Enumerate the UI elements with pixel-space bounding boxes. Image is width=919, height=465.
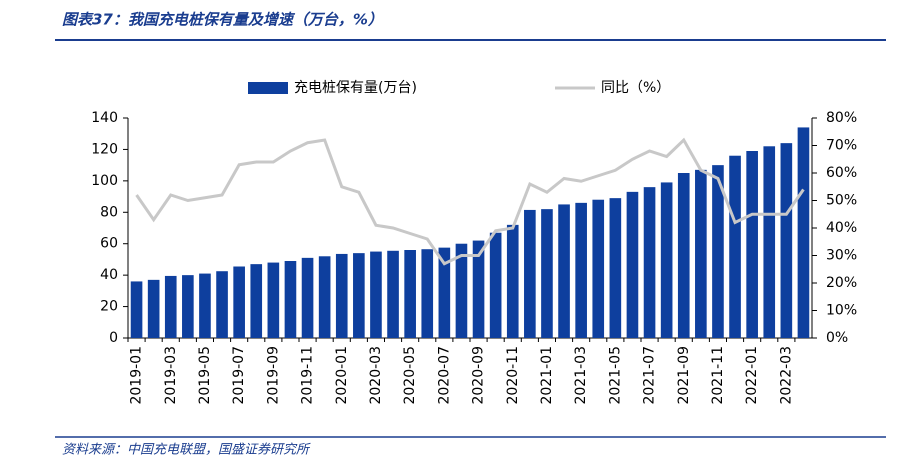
bar (284, 261, 297, 338)
bar (575, 202, 587, 338)
source-note: 资料来源：中国充电联盟，国盛证券研究所 (62, 442, 311, 458)
y2-tick-label: 50% (826, 193, 857, 209)
y2-tick-label: 60% (826, 165, 857, 181)
x-tick-label: 2019-07 (231, 346, 247, 405)
bar (695, 169, 707, 338)
y-tick-label: 100 (91, 173, 118, 189)
bar (797, 127, 810, 338)
y-tick-label: 0 (109, 330, 118, 346)
bar (233, 266, 245, 338)
x-tick-label: 2020-01 (334, 346, 350, 405)
bar (558, 204, 570, 338)
bar (712, 165, 724, 338)
y2-tick-label: 20% (826, 275, 857, 291)
line (135, 137, 805, 266)
x-tick-label: 2021-07 (642, 346, 658, 405)
legend-label: 充电桩保有量(万台) (294, 79, 417, 96)
y-tick-label: 80 (100, 204, 118, 220)
bar (763, 146, 776, 338)
bar (506, 224, 519, 338)
bar (370, 251, 382, 338)
legend-swatch (248, 82, 288, 94)
bar (301, 257, 314, 338)
x-tick-label: 2020-09 (471, 346, 487, 405)
bar (164, 275, 177, 338)
bar (267, 262, 280, 338)
x-tick-label: 2021-09 (676, 346, 692, 405)
legend-label: 同比（%） (601, 80, 670, 96)
x-tick-label: 2019-03 (163, 346, 179, 405)
y2-tick-label: 10% (826, 303, 857, 319)
y-tick-label: 40 (100, 267, 118, 283)
x-tick-label: 2020-05 (402, 346, 418, 405)
x-tick-label: 2022-03 (778, 346, 794, 405)
x-tick-label: 2020-03 (368, 346, 384, 405)
bar (335, 253, 348, 338)
bar (421, 249, 434, 338)
x-tick-label: 2021-11 (710, 346, 726, 405)
bar (524, 209, 536, 338)
y2-tick-label: 40% (826, 220, 857, 236)
chart-title: 图表37：我国充电桩保有量及增速（万台，%） (62, 11, 383, 29)
y-tick-label: 20 (100, 299, 118, 315)
bar (404, 250, 416, 338)
bar (130, 281, 143, 338)
bar (353, 253, 365, 338)
bar (541, 209, 553, 338)
bar (677, 173, 690, 338)
x-tick-label: 2021-05 (607, 346, 623, 405)
bar (182, 275, 194, 338)
y-tick-label: 140 (91, 110, 118, 126)
x-tick-label: 2021-03 (573, 346, 589, 405)
bar (489, 232, 502, 338)
bar (147, 279, 160, 338)
y-tick-label: 60 (100, 236, 118, 252)
x-tick-label: 2021-01 (539, 346, 555, 405)
x-tick-label: 2020-07 (436, 346, 452, 405)
bar (318, 256, 331, 338)
bar (250, 264, 263, 338)
bar (780, 143, 793, 338)
x-tick-label: 2019-09 (265, 346, 281, 405)
bar (609, 198, 622, 338)
bar (592, 199, 605, 338)
x-tick-label: 2019-05 (197, 346, 213, 405)
x-tick-label: 2019-11 (300, 346, 316, 405)
x-tick-label: 2020-11 (505, 346, 521, 405)
bar (643, 187, 656, 338)
bar (387, 250, 399, 338)
bar (455, 243, 468, 338)
bar (438, 247, 451, 338)
y2-tick-label: 80% (826, 110, 857, 126)
y-tick-label: 120 (91, 141, 118, 157)
x-tick-label: 2022-01 (744, 346, 760, 405)
bar (626, 191, 639, 338)
bar (660, 182, 673, 338)
bar (472, 240, 485, 338)
bar (729, 155, 741, 338)
y2-tick-label: 30% (826, 248, 857, 264)
x-tick-label: 2019-01 (129, 346, 145, 405)
y2-tick-label: 0% (826, 330, 848, 346)
bar (746, 151, 758, 338)
y2-tick-label: 70% (826, 138, 857, 154)
bar (199, 273, 211, 338)
bar (216, 271, 228, 338)
